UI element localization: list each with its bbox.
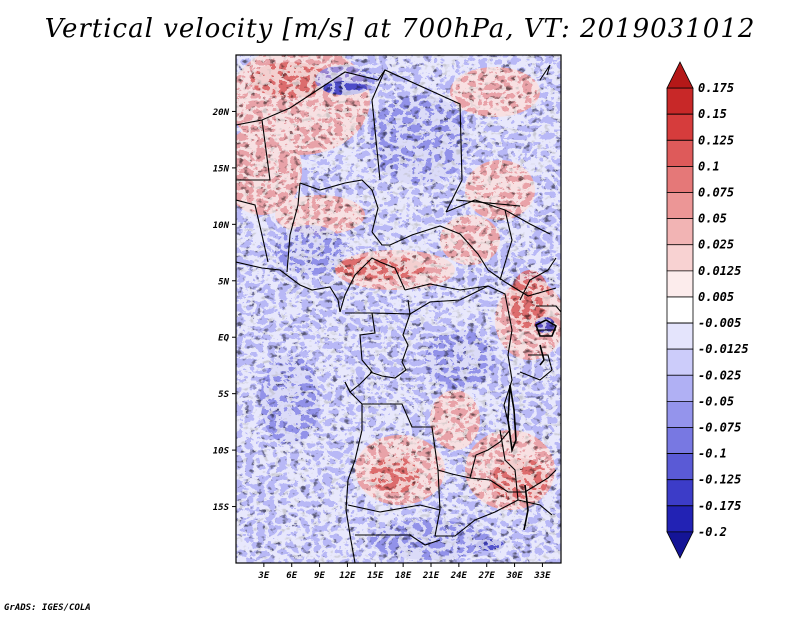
longitude-axis: 3E 6E 9E 12E 15E 18E 21E 24E 27E 30E 33E: [257, 563, 551, 581]
colorbar-bin: [666, 244, 694, 272]
colorbar-label: -0.1: [698, 447, 727, 461]
lat-tick-label: 10N: [213, 221, 230, 231]
colorbar-label: -0.175: [698, 499, 741, 513]
map-frame: [235, 54, 562, 564]
lon-tick-label: 3E: [257, 571, 269, 581]
colorbar-label: -0.075: [698, 420, 741, 434]
lon-tick-label: 24E: [450, 571, 468, 581]
lon-tick-label: 33E: [533, 571, 551, 581]
colorbar-bin: [666, 531, 694, 559]
lat-tick-label: 5N: [218, 277, 229, 287]
colorbar-label: -0.0125: [698, 342, 749, 356]
lon-tick-label: 30E: [505, 571, 523, 581]
colorbar-bin: [666, 166, 694, 193]
lat-tick-label: 5S: [218, 390, 229, 400]
lon-tick-label: 15E: [367, 571, 384, 581]
colorbar-bin: [666, 427, 694, 454]
country-borders: [236, 64, 561, 563]
colorbar-label: -0.2: [698, 525, 727, 539]
colorbar-bin: [666, 400, 694, 428]
velocity-field: [236, 55, 561, 563]
colorbar-label: -0.025: [698, 368, 741, 382]
colorbar-label: -0.125: [698, 473, 741, 487]
lat-tick-label: 15S: [213, 503, 230, 513]
colorbar-label: 0.1: [698, 159, 720, 173]
colorbar-label: 0.0125: [698, 264, 741, 278]
colorbar-label: 0.075: [698, 186, 734, 200]
grads-credit: GrADS: IGES/COLA: [4, 603, 91, 613]
colorbar-bin: [666, 296, 694, 324]
colorbar-bin: [666, 87, 694, 115]
colorbar-label: 0.175: [698, 81, 734, 95]
lat-tick-label: EQ: [218, 334, 229, 344]
colorbar-bin: [666, 218, 694, 246]
lon-tick-label: 18E: [395, 571, 412, 581]
colorbar-label: 0.025: [698, 238, 734, 252]
lon-tick-label: 9E: [314, 571, 325, 581]
colorbar-bin: [666, 505, 694, 533]
lat-tick-label: 15N: [213, 164, 230, 174]
colorbar-bin: [666, 374, 694, 402]
colorbar-bin: [666, 348, 694, 376]
colorbar: 0.175 0.15 0.125 0.1 0.075 0.05 0.025 0.0125 0.0…: [666, 61, 749, 559]
colorbar-bin: [666, 139, 694, 167]
colorbar-bin: [666, 322, 694, 350]
colorbar-bin: [666, 453, 694, 481]
lon-tick-label: 21E: [422, 571, 440, 581]
lat-tick-label: 10S: [213, 447, 230, 457]
colorbar-label: -0.005: [698, 316, 741, 330]
lat-tick-label: 20N: [212, 108, 230, 118]
colorbar-label: 0.05: [698, 212, 727, 226]
colorbar-label: 0.005: [698, 290, 734, 304]
latitude-axis: 20N 15N 10N 5N EQ 5S 10S 15S: [212, 108, 236, 513]
map-title: Vertical velocity [m/s] at 700hPa, VT: 2…: [44, 14, 756, 44]
colorbar-bin: [666, 61, 694, 89]
colorbar-label: -0.05: [698, 394, 734, 408]
colorbar-bin: [666, 192, 694, 220]
colorbar-bin: [666, 479, 694, 507]
colorbar-label: 0.125: [698, 133, 734, 147]
lon-tick-label: 27E: [478, 571, 496, 581]
colorbar-label: 0.15: [698, 107, 727, 121]
colorbar-bin: [666, 113, 694, 141]
lon-tick-label: 6E: [286, 571, 297, 581]
lon-tick-label: 12E: [339, 571, 356, 581]
colorbar-bin: [666, 270, 694, 298]
